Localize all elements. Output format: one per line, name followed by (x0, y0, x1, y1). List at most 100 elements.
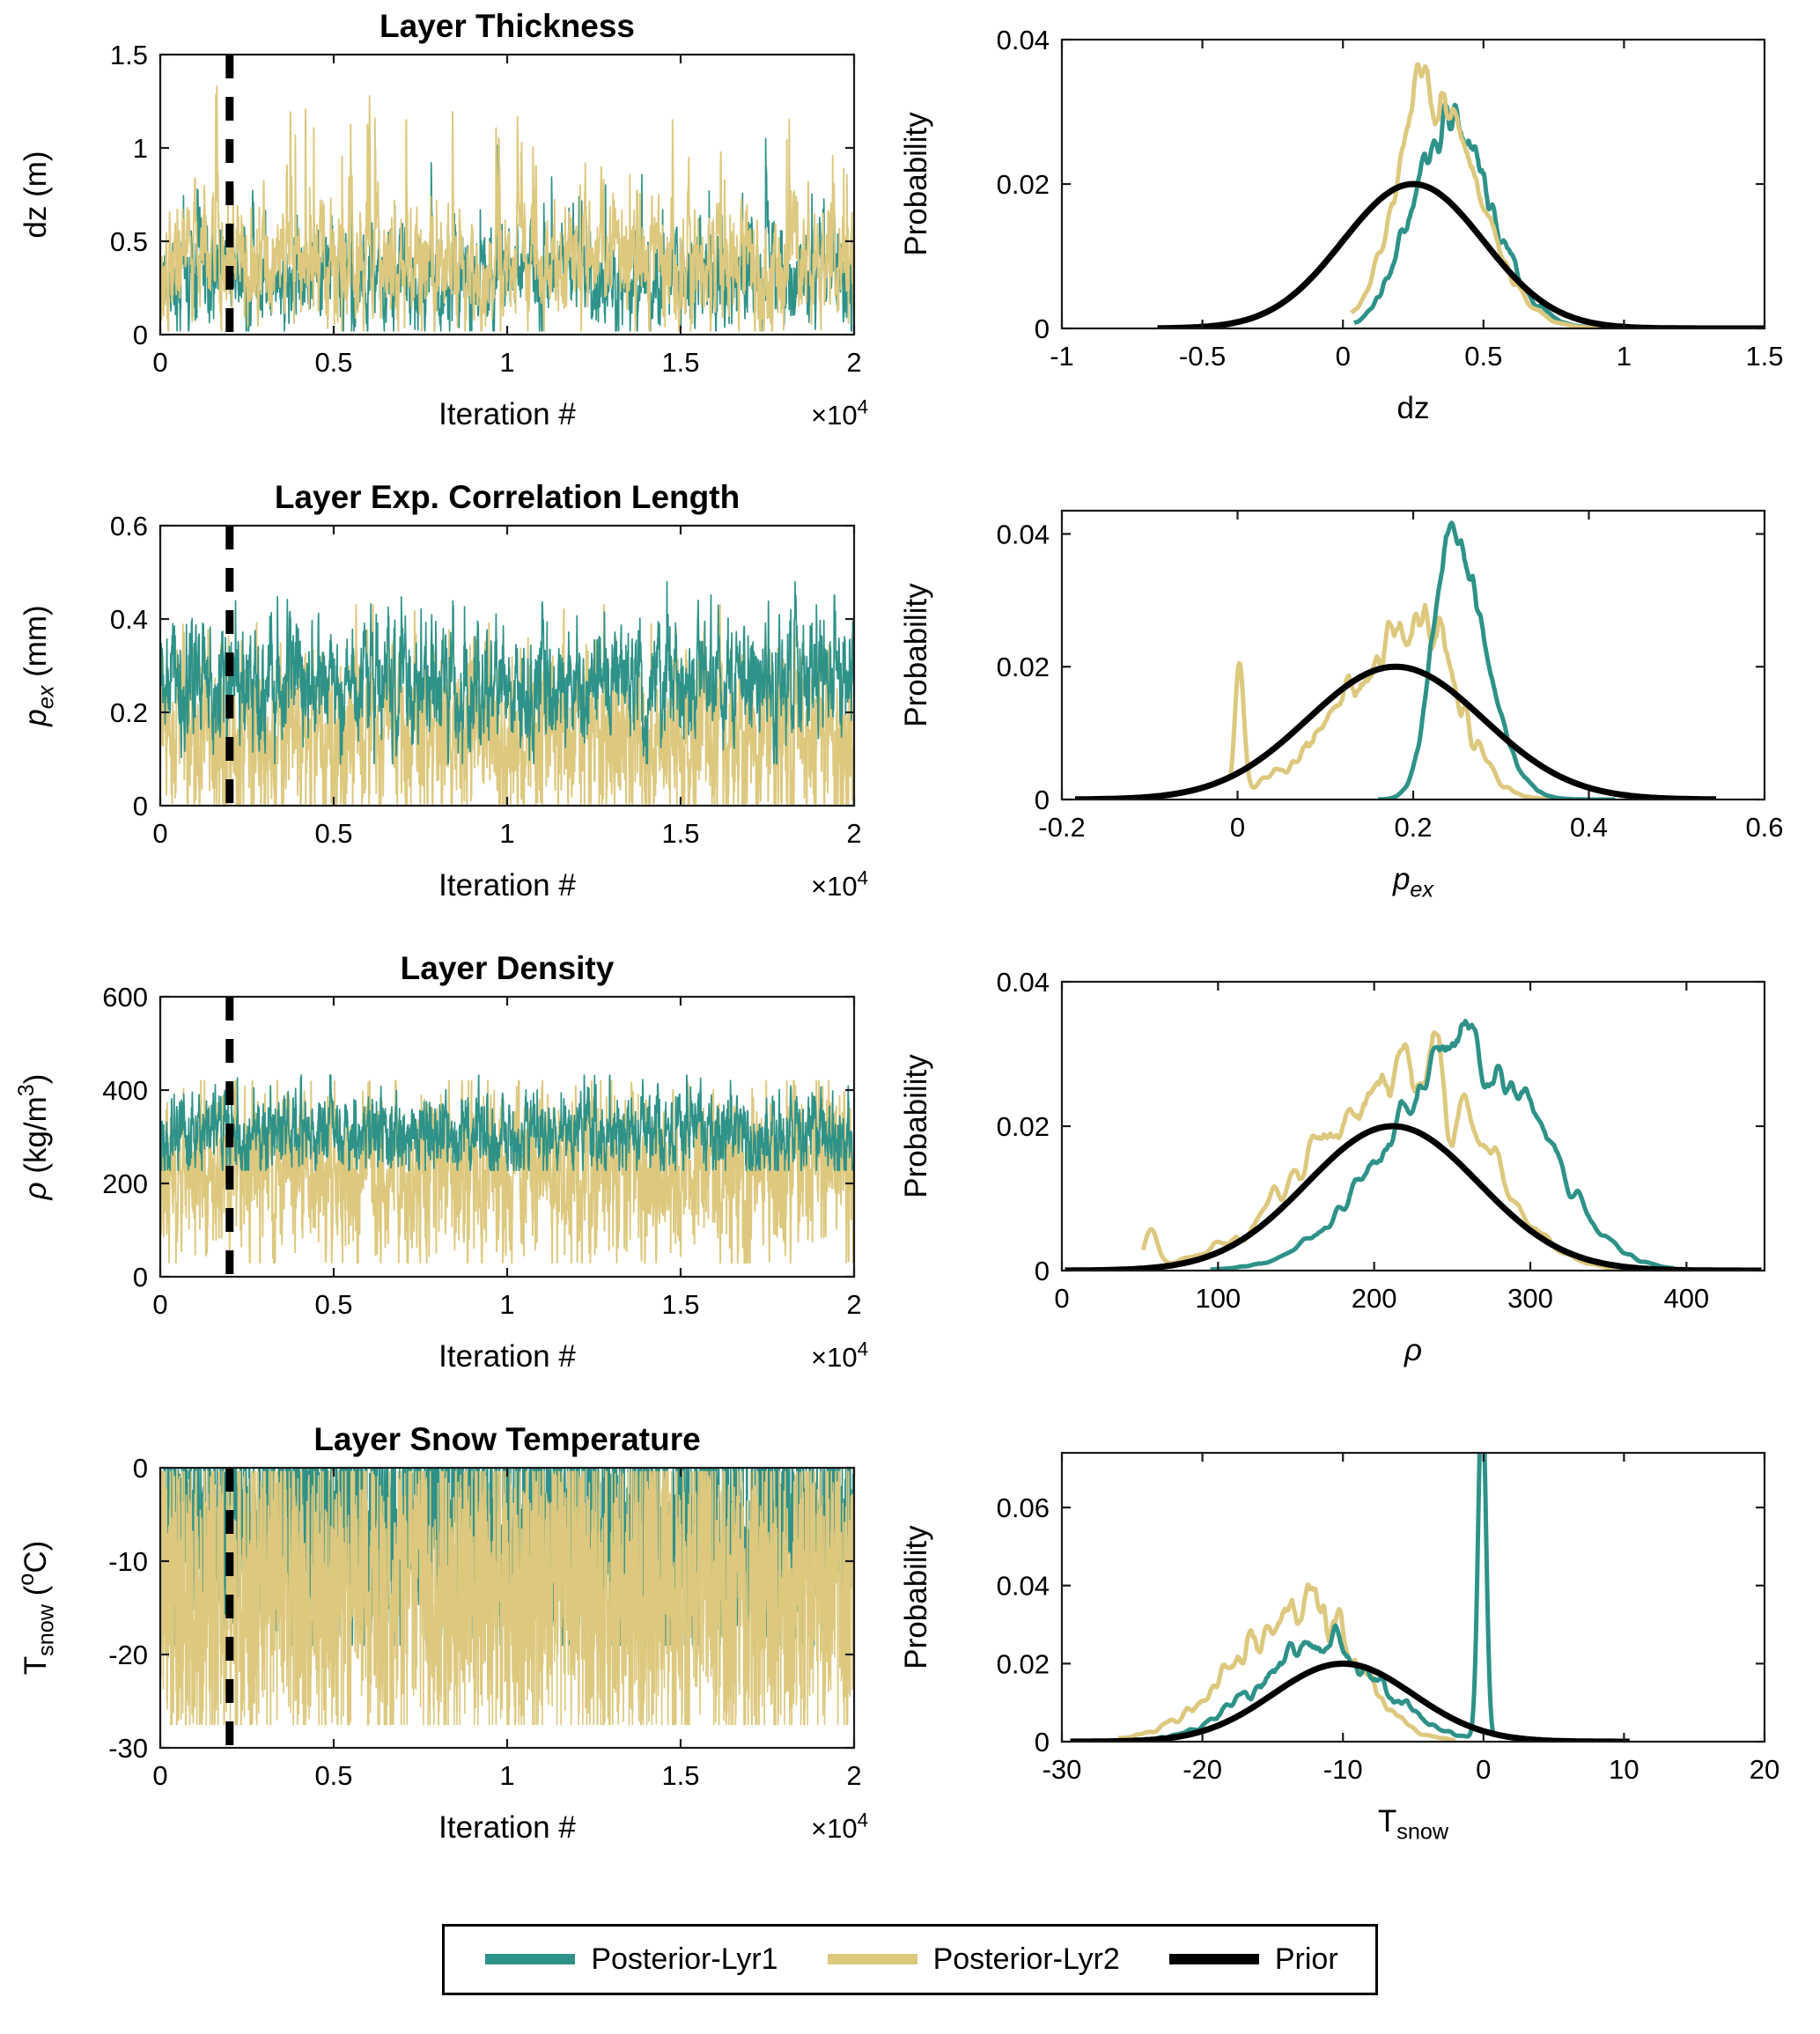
panel-trace-layer-thickness: 0 0.5 1 1.5 2 0 0.5 1 1.5 Layer Thickness Iteratio… (18, 8, 868, 431)
svg-text:1.5: 1.5 (661, 347, 699, 378)
legend-label-posterior-lyr1: Posterior-Lyr1 (591, 1942, 778, 1976)
svg-text:-10: -10 (1323, 1754, 1363, 1785)
svg-text:0: 0 (133, 1453, 148, 1484)
svg-text:Probability: Probability (899, 583, 933, 727)
svg-text:0: 0 (152, 1760, 167, 1791)
svg-text:0.06: 0.06 (997, 1492, 1050, 1523)
svg-text:-0.2: -0.2 (1038, 812, 1085, 843)
svg-text:200: 200 (1352, 1283, 1397, 1314)
svg-text:0.02: 0.02 (997, 652, 1050, 682)
svg-text:-10: -10 (108, 1546, 148, 1577)
svg-text:Iteration #: Iteration # (438, 1810, 576, 1845)
svg-text:400: 400 (102, 1075, 148, 1106)
svg-text:0: 0 (1035, 313, 1050, 344)
svg-text:1: 1 (499, 347, 514, 378)
svg-text:0: 0 (1230, 812, 1245, 843)
svg-text:ρ (kg/m3): ρ (kg/m3) (14, 1074, 53, 1201)
panel-density-dz: -1 -0.5 0 0.5 1 1.5 0 0.02 0.04 dz Probability (899, 25, 1784, 425)
svg-text:pex: pex (1392, 862, 1434, 902)
svg-text:dz (m): dz (m) (18, 151, 53, 238)
svg-text:1.5: 1.5 (661, 818, 699, 849)
svg-text:0.02: 0.02 (997, 169, 1050, 200)
svg-text:0.4: 0.4 (110, 604, 148, 635)
svg-text:100: 100 (1195, 1283, 1241, 1314)
svg-text:0: 0 (1054, 1283, 1069, 1314)
svg-text:-20: -20 (108, 1640, 148, 1670)
svg-text:-20: -20 (1183, 1754, 1222, 1785)
panel-trace-layer-density: 0 0.5 1 1.5 2 0 200 400 600 Layer Density Iteratio… (14, 950, 868, 1374)
panel-trace-snow-temperature: 0 0.5 1 1.5 2 -30 -20 -10 0 Layer Snow Temperatur… (14, 1421, 868, 1845)
svg-text:0: 0 (133, 791, 148, 822)
svg-text:2: 2 (846, 1289, 861, 1320)
svg-text:200: 200 (102, 1168, 148, 1199)
figure-legend: Posterior-Lyr1 Posterior-Lyr2 Prior (0, 1884, 1820, 2034)
svg-text:0: 0 (1035, 1256, 1050, 1286)
svg-text:0.04: 0.04 (997, 519, 1050, 549)
svg-text:ρ: ρ (1404, 1333, 1422, 1367)
svg-text:2: 2 (846, 818, 861, 849)
legend-label-prior: Prior (1274, 1942, 1338, 1976)
legend-item-prior: Prior (1166, 1942, 1338, 1977)
svg-text:Layer Thickness: Layer Thickness (379, 8, 635, 44)
svg-text:×104: ×104 (811, 396, 868, 431)
svg-text:-30: -30 (108, 1733, 148, 1764)
svg-text:300: 300 (1507, 1283, 1553, 1314)
legend-item-posterior-lyr2: Posterior-Lyr2 (824, 1942, 1120, 1977)
svg-text:1.5: 1.5 (1745, 341, 1783, 372)
svg-text:0.5: 0.5 (314, 1760, 352, 1791)
svg-text:Probability: Probability (899, 112, 933, 256)
svg-text:0.5: 0.5 (314, 818, 352, 849)
svg-text:Layer Density: Layer Density (401, 950, 615, 986)
svg-text:20: 20 (1750, 1754, 1779, 1785)
svg-text:0.6: 0.6 (110, 511, 148, 542)
svg-text:Iteration #: Iteration # (438, 1339, 576, 1374)
legend-item-posterior-lyr1: Posterior-Lyr1 (482, 1942, 778, 1977)
svg-text:10: 10 (1609, 1754, 1639, 1785)
svg-text:0: 0 (152, 347, 167, 378)
svg-text:0: 0 (1476, 1754, 1491, 1785)
svg-text:0.02: 0.02 (997, 1111, 1050, 1142)
legend-line-posterior-lyr2-icon (827, 1954, 917, 1964)
svg-text:600: 600 (102, 982, 148, 1013)
svg-text:2: 2 (846, 347, 861, 378)
svg-text:1: 1 (499, 818, 514, 849)
svg-text:0: 0 (152, 818, 167, 849)
svg-text:0.5: 0.5 (314, 347, 352, 378)
svg-text:400: 400 (1663, 1283, 1709, 1314)
svg-text:0.2: 0.2 (1394, 812, 1432, 843)
svg-text:0.5: 0.5 (314, 1289, 352, 1320)
svg-text:1: 1 (499, 1289, 514, 1320)
svg-text:0.04: 0.04 (997, 967, 1050, 998)
svg-text:0.5: 0.5 (110, 226, 148, 257)
svg-text:0: 0 (152, 1289, 167, 1320)
svg-text:0: 0 (133, 320, 148, 350)
svg-text:-0.5: -0.5 (1179, 341, 1226, 372)
svg-text:0.2: 0.2 (110, 697, 148, 728)
legend-label-posterior-lyr2: Posterior-Lyr2 (932, 1942, 1120, 1976)
svg-text:Iteration #: Iteration # (438, 868, 576, 903)
panel-trace-correlation-length: 0 0.5 1 1.5 2 0 0.2 0.4 0.6 Layer Exp. Correlatio… (18, 479, 868, 903)
svg-text:-1: -1 (1050, 341, 1074, 372)
svg-text:Layer Snow Temperature: Layer Snow Temperature (313, 1421, 700, 1457)
svg-text:1.5: 1.5 (110, 40, 148, 70)
svg-text:pex (mm): pex (mm) (18, 605, 58, 726)
svg-text:0.02: 0.02 (997, 1648, 1050, 1679)
legend-line-posterior-lyr1-icon (485, 1954, 576, 1964)
svg-text:×104: ×104 (811, 1809, 868, 1844)
svg-text:1.5: 1.5 (661, 1760, 699, 1791)
svg-text:×104: ×104 (811, 867, 868, 902)
svg-text:0.4: 0.4 (1570, 812, 1608, 843)
svg-text:Tsnow (oC): Tsnow (oC) (14, 1541, 58, 1676)
svg-text:dz: dz (1397, 391, 1430, 425)
svg-text:Layer Exp. Correlation Length: Layer Exp. Correlation Length (275, 479, 740, 515)
svg-text:0.5: 0.5 (1464, 341, 1502, 372)
svg-text:0: 0 (1035, 1727, 1050, 1758)
svg-text:0.04: 0.04 (997, 25, 1050, 55)
svg-text:Tsnow: Tsnow (1378, 1804, 1449, 1844)
svg-text:Probability: Probability (899, 1054, 933, 1198)
svg-text:0: 0 (1035, 785, 1050, 815)
svg-text:0.04: 0.04 (997, 1571, 1050, 1602)
legend-line-prior-icon (1168, 1954, 1259, 1964)
